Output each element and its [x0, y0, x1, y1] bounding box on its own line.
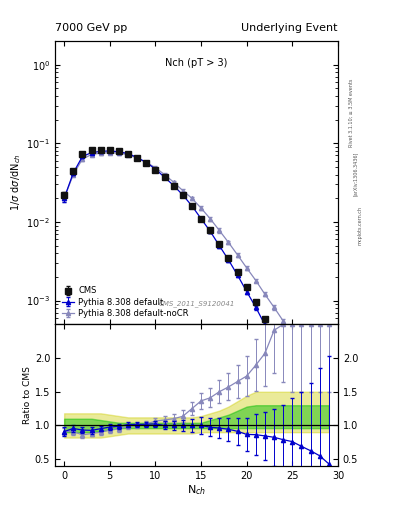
Legend: CMS, Pythia 8.308 default, Pythia 8.308 default-noCR: CMS, Pythia 8.308 default, Pythia 8.308 … — [59, 284, 191, 320]
Text: [arXiv:1306.3436]: [arXiv:1306.3436] — [353, 152, 358, 196]
Text: Underlying Event: Underlying Event — [241, 23, 338, 33]
Text: 7000 GeV pp: 7000 GeV pp — [55, 23, 127, 33]
X-axis label: N$_{ch}$: N$_{ch}$ — [187, 483, 206, 497]
Text: Nch (pT > 3): Nch (pT > 3) — [165, 58, 228, 68]
Text: mcplots.cern.ch: mcplots.cern.ch — [357, 206, 362, 245]
Y-axis label: Ratio to CMS: Ratio to CMS — [23, 366, 32, 424]
Text: Rivet 3.1.10; ≥ 3.5M events: Rivet 3.1.10; ≥ 3.5M events — [349, 78, 354, 147]
Text: CMS_2011_S9120041: CMS_2011_S9120041 — [158, 301, 235, 307]
Y-axis label: 1/$\sigma$ d$\sigma$/dN$_{ch}$: 1/$\sigma$ d$\sigma$/dN$_{ch}$ — [9, 154, 24, 211]
